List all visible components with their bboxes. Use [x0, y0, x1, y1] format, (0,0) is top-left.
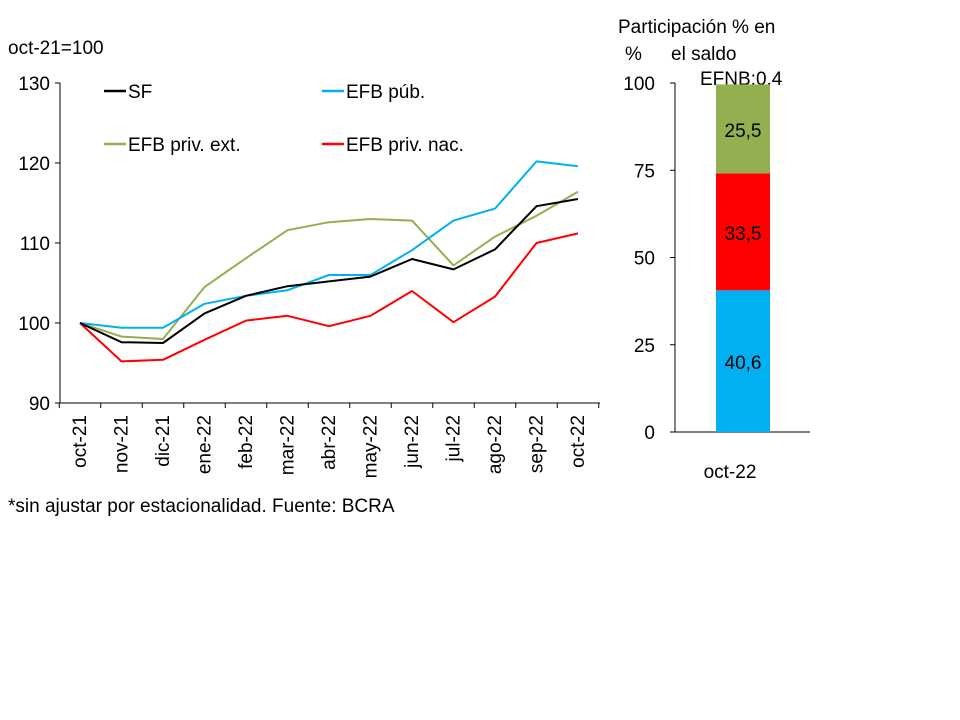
- bar-y-tick-label: 75: [634, 161, 655, 182]
- line-x-tick-label: ene-22: [195, 415, 216, 474]
- series-line-efb-priv-ext-: [79, 190, 579, 340]
- line-x-tick-label: dic-21: [153, 415, 174, 467]
- line-axes: [59, 83, 600, 404]
- legend: SF EFB púb. EFB priv. ext. EFB priv. nac.: [104, 82, 464, 156]
- stacked-bar-chart: Participación % en % el saldo EFNB:0,4 0…: [618, 17, 810, 483]
- bar-x-tick-label: oct-22: [704, 462, 757, 483]
- bar-y-axis-label: %: [625, 44, 642, 65]
- bar-segments: [716, 84, 770, 432]
- line-x-tick-label: ago-22: [485, 415, 506, 474]
- bar-chart-title-line2: el saldo: [671, 44, 737, 65]
- legend-label: SF: [128, 82, 152, 103]
- line-x-tick-label: jul-22: [444, 415, 465, 462]
- line-x-tick-label: feb-22: [236, 415, 257, 469]
- line-x-tick-label: may-22: [361, 415, 382, 478]
- series-line-efb-p-b-: [79, 160, 579, 329]
- line-y-tick-label: 110: [20, 234, 50, 255]
- line-x-tick-label: oct-22: [568, 415, 589, 468]
- bar-segment: [716, 84, 770, 174]
- bar-segment: [716, 173, 770, 291]
- line-x-tick-label: abr-22: [319, 415, 340, 470]
- bar-segment-labels: 40,6 33,5 25,5: [725, 121, 762, 374]
- line-x-tick-label: mar-22: [278, 415, 299, 475]
- line-y-tick-label: 130: [18, 74, 50, 95]
- bar-segment: [716, 290, 770, 432]
- line-y-tick-label: 100: [18, 314, 50, 335]
- bar-segment-label: 40,6: [725, 353, 762, 374]
- bar-segment-label: 33,5: [725, 224, 762, 245]
- series-line-efb-priv-nac-: [79, 232, 579, 363]
- legend-label: EFB púb.: [346, 82, 425, 103]
- line-y-ticks: 90 100 110 120 130: [18, 74, 60, 415]
- line-y-tick-label: 90: [29, 394, 50, 415]
- line-x-tick-label: jun-22: [402, 415, 423, 469]
- line-chart: oct-21=100 90 100 110 120 130 oct-21 nov-21 di…: [8, 38, 600, 478]
- line-y-tick-label: 120: [18, 154, 50, 175]
- footnote: *sin ajustar por estacionalidad. Fuente:…: [8, 496, 395, 517]
- bar-y-tick-label: 100: [623, 74, 655, 95]
- series-line-sf: [79, 198, 579, 344]
- bar-y-tick-label: 50: [634, 249, 655, 270]
- bar-segment-label: 25,5: [725, 121, 762, 142]
- bar-chart-title-line1: Participación % en: [618, 17, 775, 38]
- line-series: [79, 160, 579, 363]
- line-x-ticks: oct-21 nov-21 dic-21 ene-22 feb-22 mar-22 abr-…: [58, 403, 600, 478]
- legend-label: EFB priv. nac.: [346, 135, 464, 156]
- line-x-tick-label: oct-21: [70, 415, 91, 468]
- line-x-tick-label: nov-21: [112, 415, 133, 473]
- legend-label: EFB priv. ext.: [128, 135, 241, 156]
- bar-y-ticks: 0 25 50 75 100: [623, 74, 675, 444]
- line-x-tick-label: sep-22: [527, 415, 548, 473]
- y-axis-label: oct-21=100: [8, 38, 104, 59]
- bar-y-tick-label: 0: [644, 423, 655, 444]
- bar-y-tick-label: 25: [634, 336, 655, 357]
